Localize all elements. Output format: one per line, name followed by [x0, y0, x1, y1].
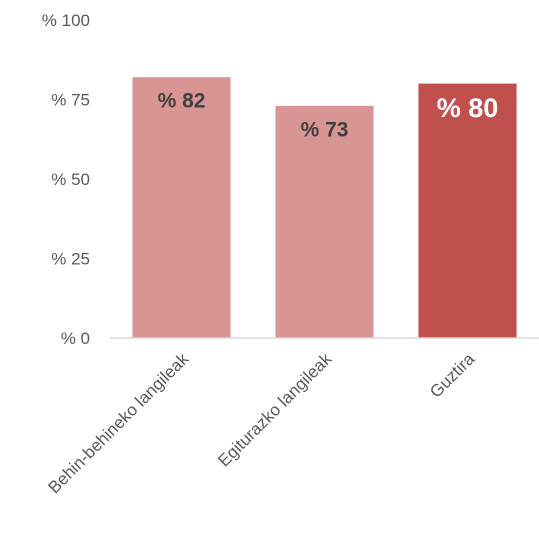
data-label-2: % 73 [301, 118, 349, 141]
y-tick-label: % 50 [51, 170, 90, 189]
bar-2 [275, 105, 374, 338]
y-axis-ticks: % 0 % 25 % 50 % 75 % 100 [42, 11, 90, 348]
bar-1 [132, 77, 231, 339]
y-tick-label: % 0 [61, 329, 90, 348]
bar-3 [418, 83, 517, 338]
category-labels: Behin-behineko langileak Egiturazko langi… [45, 349, 479, 497]
category-label: Behin-behineko langileak [45, 349, 193, 497]
category-label: Guztira [426, 349, 479, 402]
y-tick-label: % 75 [51, 91, 90, 110]
y-tick-label: % 25 [51, 250, 90, 269]
y-tick-label: % 100 [42, 11, 90, 30]
category-label: Egiturazko langileak [214, 349, 335, 470]
data-label-3: % 80 [437, 93, 499, 123]
bars: % 82 % 73 % 80 [132, 77, 517, 339]
data-label-1: % 82 [158, 90, 206, 113]
